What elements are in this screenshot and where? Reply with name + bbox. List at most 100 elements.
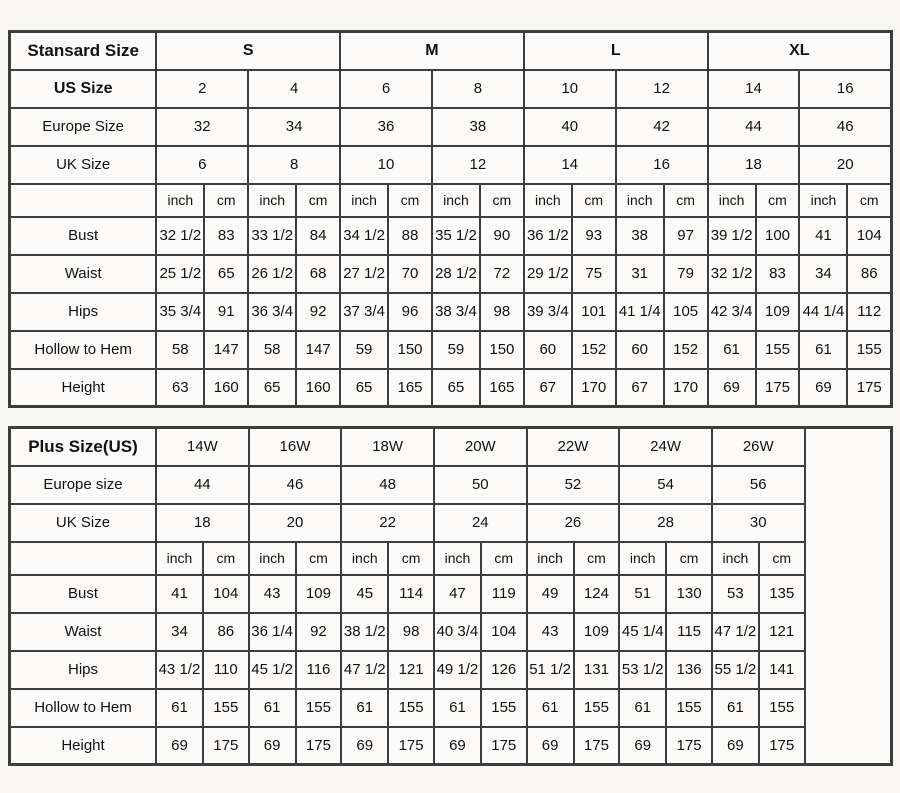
measure-value: 40 3/4 — [432, 611, 482, 652]
row-label: Waist — [8, 611, 157, 652]
measure-value: 116 — [294, 649, 343, 690]
unit-cm-label: cm — [757, 540, 806, 576]
measure-value: 55 1/2 — [710, 649, 760, 690]
size-group-header: 20W — [432, 426, 528, 467]
size-value: 18 — [706, 144, 801, 185]
measure-value: 69 — [710, 725, 760, 766]
measure-value: 65 — [339, 367, 390, 408]
measure-value: 44 1/4 — [798, 291, 849, 332]
measure-value: 32 1/2 — [706, 253, 757, 294]
measure-value: 41 1/4 — [614, 291, 665, 332]
plus-size-table: Plus Size(US) 14W 16W 18W 20W 22W 24W 26W Europe… — [8, 426, 893, 766]
measure-value: 72 — [478, 253, 525, 294]
measure-value: 65 — [247, 367, 298, 408]
measure-value: 112 — [846, 291, 893, 332]
unit-inch-label: inch — [154, 540, 204, 576]
row-label: UK Size — [8, 502, 157, 543]
unit-cm-label: cm — [665, 540, 713, 576]
measure-value: 34 — [154, 611, 204, 652]
measure-value: 69 — [798, 367, 849, 408]
measure-value: 109 — [294, 573, 343, 614]
measure-value: 109 — [572, 611, 621, 652]
measure-value: 104 — [201, 573, 250, 614]
measure-value: 41 — [154, 573, 204, 614]
measure-value: 43 — [247, 573, 297, 614]
size-value: 10 — [339, 144, 433, 185]
size-group-header: 16W — [247, 426, 343, 467]
measure-value: 155 — [846, 329, 893, 370]
measure-value: 58 — [155, 329, 206, 370]
size-value: 54 — [618, 464, 713, 505]
measure-value: 47 1/2 — [710, 611, 760, 652]
size-value: 16 — [614, 144, 709, 185]
measure-value: 175 — [294, 725, 343, 766]
measure-value: 38 1/2 — [340, 611, 390, 652]
measure-value: 26 1/2 — [247, 253, 298, 294]
measure-value: 91 — [203, 291, 250, 332]
measure-value: 36 1/2 — [522, 215, 573, 256]
measure-value: 155 — [201, 687, 250, 728]
row-label: Hips — [8, 649, 157, 690]
measure-value: 43 1/2 — [154, 649, 204, 690]
size-value: 16 — [798, 68, 893, 109]
measure-value: 84 — [295, 215, 342, 256]
measure-value: 65 — [203, 253, 250, 294]
row-label: Hips — [8, 291, 158, 332]
size-group-header: S — [155, 30, 342, 71]
measure-value: 175 — [201, 725, 250, 766]
measure-value: 60 — [614, 329, 665, 370]
measure-value: 28 1/2 — [430, 253, 481, 294]
measure-value: 92 — [295, 291, 342, 332]
row-label: Waist — [8, 253, 158, 294]
measure-value: 34 — [798, 253, 849, 294]
measure-value: 47 — [432, 573, 482, 614]
measure-value: 33 1/2 — [247, 215, 298, 256]
unit-inch-label: inch — [340, 540, 390, 576]
measure-value: 39 1/2 — [706, 215, 757, 256]
measure-value: 35 3/4 — [155, 291, 206, 332]
size-value: 20 — [798, 144, 893, 185]
measure-value: 53 1/2 — [618, 649, 668, 690]
measure-value: 45 1/2 — [247, 649, 297, 690]
unit-inch-label: inch — [706, 182, 757, 218]
size-value: 44 — [706, 106, 801, 147]
size-value: 30 — [710, 502, 806, 543]
size-group-header: 22W — [525, 426, 621, 467]
unit-inch-label: inch — [247, 540, 297, 576]
size-chart-page: Stansard Size S M L XL US Size 2 4 6 8 10 12 14 16 Eur… — [8, 30, 893, 766]
unit-cm-label: cm — [295, 182, 342, 218]
measure-value: 175 — [754, 367, 801, 408]
measure-value: 175 — [572, 725, 621, 766]
measure-value: 175 — [387, 725, 435, 766]
measure-value: 69 — [432, 725, 482, 766]
measure-value: 155 — [294, 687, 343, 728]
unit-inch-label: inch — [618, 540, 668, 576]
measure-value: 61 — [710, 687, 760, 728]
measure-value: 27 1/2 — [339, 253, 390, 294]
measure-value: 25 1/2 — [155, 253, 206, 294]
measure-value: 109 — [754, 291, 801, 332]
measure-value: 49 1/2 — [432, 649, 482, 690]
measure-value: 69 — [247, 725, 297, 766]
size-value: 14 — [706, 68, 801, 109]
row-label: US Size — [8, 68, 158, 109]
size-value: 6 — [339, 68, 433, 109]
unit-inch-label: inch — [432, 540, 482, 576]
size-value: 8 — [247, 144, 342, 185]
measure-value: 37 3/4 — [339, 291, 390, 332]
measure-value: 97 — [662, 215, 709, 256]
measure-value: 152 — [570, 329, 617, 370]
size-value: 46 — [798, 106, 893, 147]
measure-value: 90 — [478, 215, 525, 256]
measure-value: 45 — [340, 573, 390, 614]
measure-value: 155 — [572, 687, 621, 728]
measure-value: 61 — [798, 329, 849, 370]
size-value: 18 — [154, 502, 250, 543]
measure-value: 160 — [295, 367, 342, 408]
unit-inch-label: inch — [247, 182, 298, 218]
measure-value: 67 — [522, 367, 573, 408]
size-value: 8 — [430, 68, 525, 109]
measure-value: 63 — [155, 367, 206, 408]
measure-value: 60 — [522, 329, 573, 370]
size-group-header: 18W — [340, 426, 435, 467]
